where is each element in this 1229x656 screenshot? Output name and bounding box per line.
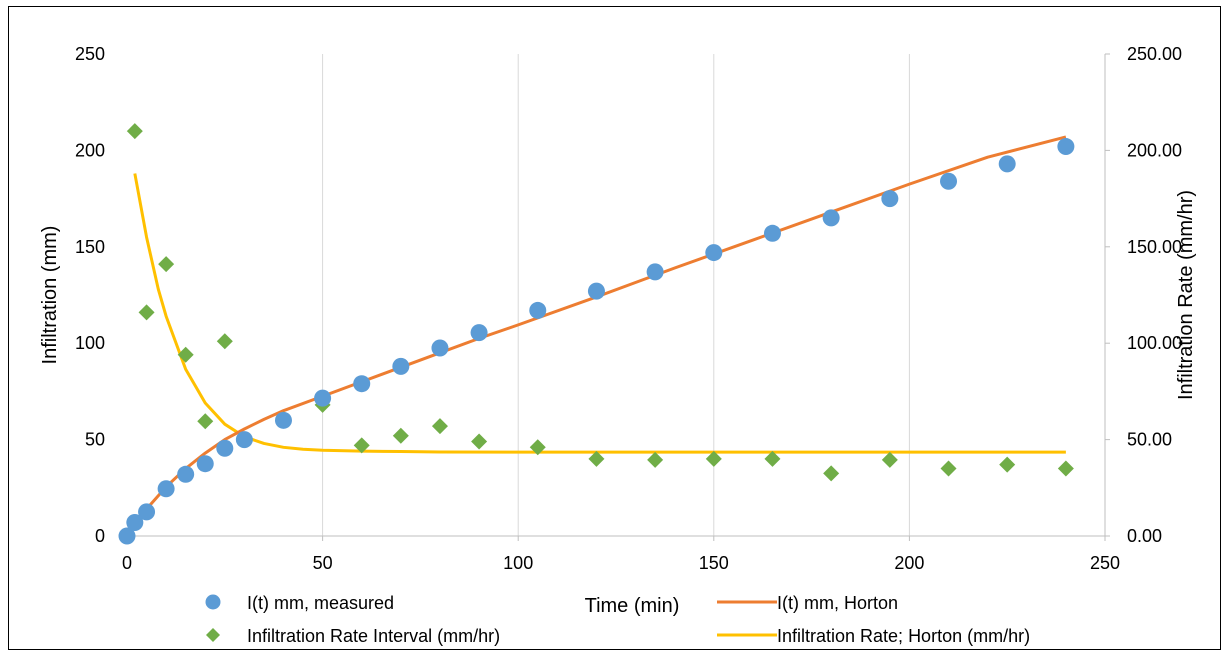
measured-point — [196, 455, 214, 473]
y-tick-label: 150 — [75, 237, 105, 257]
measured-point — [940, 172, 958, 190]
measured-point — [177, 465, 195, 483]
measured-point — [1057, 138, 1075, 156]
y-tick-label: 100 — [75, 333, 105, 353]
rate-interval-point — [471, 433, 488, 450]
x-tick-label: 200 — [894, 553, 924, 573]
measured-point — [235, 431, 253, 449]
y2-tick-label: 100.00 — [1127, 333, 1182, 353]
legend-marker-measured — [205, 594, 221, 610]
rate-interval-point — [353, 437, 370, 454]
measured-point — [763, 224, 781, 242]
measured-point — [587, 282, 605, 300]
rate-interval-point — [126, 123, 143, 140]
legend-label-horton-rate: Infiltration Rate; Horton (mm/hr) — [777, 626, 1030, 646]
rate-interval-point — [392, 427, 409, 444]
rate-interval-point — [588, 450, 605, 467]
rate-interval-point — [881, 451, 898, 468]
y-tick-label: 0 — [95, 526, 105, 546]
measured-point — [470, 324, 488, 342]
legend-marker-rate-interval — [206, 628, 220, 642]
y2-tick-label: 150.00 — [1127, 237, 1182, 257]
rate-interval-point — [647, 451, 664, 468]
rate-interval-point — [529, 439, 546, 456]
x-tick-label: 50 — [313, 553, 333, 573]
measured-point — [431, 339, 449, 357]
axes: 0 50 100 150 200 250 0 50 100 150 200 250 0.00 50.00 1… — [75, 44, 1182, 573]
x-axis-title: Time (min) — [585, 595, 680, 617]
y2-tick-label: 250.00 — [1127, 44, 1182, 64]
y-tick-label: 200 — [75, 140, 105, 160]
y2-axis-title: Infiltration Rate (mm/hr) — [1175, 190, 1197, 400]
y-axis-title: Infiltration (mm) — [39, 226, 61, 365]
x-tick-label: 250 — [1090, 553, 1120, 573]
measured-point — [998, 155, 1016, 173]
rate-interval-point — [138, 304, 155, 321]
rate-interval-point — [197, 413, 214, 430]
rate-interval-point — [764, 450, 781, 467]
legend-label-measured: I(t) mm, measured — [247, 593, 394, 613]
y2-tick-label: 0.00 — [1127, 526, 1162, 546]
y-tick-label: 50 — [85, 430, 105, 450]
series-line-horton-rate — [133, 173, 1066, 454]
series-line-horton-cumulative — [133, 135, 1067, 526]
series-marks — [118, 123, 1075, 545]
measured-point — [157, 480, 175, 498]
measured-point — [274, 411, 292, 429]
rate-interval-point — [999, 456, 1016, 473]
measured-point — [216, 439, 234, 457]
y2-tick-label: 50.00 — [1127, 430, 1172, 450]
rate-interval-point — [1057, 460, 1074, 477]
measured-point — [126, 514, 144, 532]
rate-interval-point — [431, 418, 448, 435]
rate-interval-point — [823, 465, 840, 482]
y-tick-label: 250 — [75, 44, 105, 64]
measured-point — [353, 375, 371, 393]
legend: I(t) mm, measured I(t) mm, Horton Infiltra… — [205, 593, 1030, 646]
measured-point — [118, 527, 136, 545]
rate-interval-point — [158, 256, 175, 273]
legend-label-horton-cumulative: I(t) mm, Horton — [777, 593, 898, 613]
rate-interval-point — [940, 460, 957, 477]
measured-point — [314, 389, 332, 407]
rate-interval-point — [705, 450, 722, 467]
measured-point — [822, 209, 840, 227]
y2-tick-label: 200.00 — [1127, 140, 1182, 160]
measured-point — [881, 190, 899, 208]
rate-interval-point — [216, 333, 233, 350]
legend-label-rate-interval: Infiltration Rate Interval (mm/hr) — [247, 626, 500, 646]
x-tick-label: 0 — [122, 553, 132, 573]
measured-point — [392, 357, 410, 375]
measured-point — [138, 503, 156, 521]
x-tick-label: 100 — [503, 553, 533, 573]
chart-frame — [8, 6, 1221, 650]
measured-point — [705, 244, 723, 262]
measured-point — [529, 301, 547, 319]
rate-interval-point — [177, 346, 194, 363]
x-tick-label: 150 — [699, 553, 729, 573]
measured-point — [646, 263, 664, 281]
